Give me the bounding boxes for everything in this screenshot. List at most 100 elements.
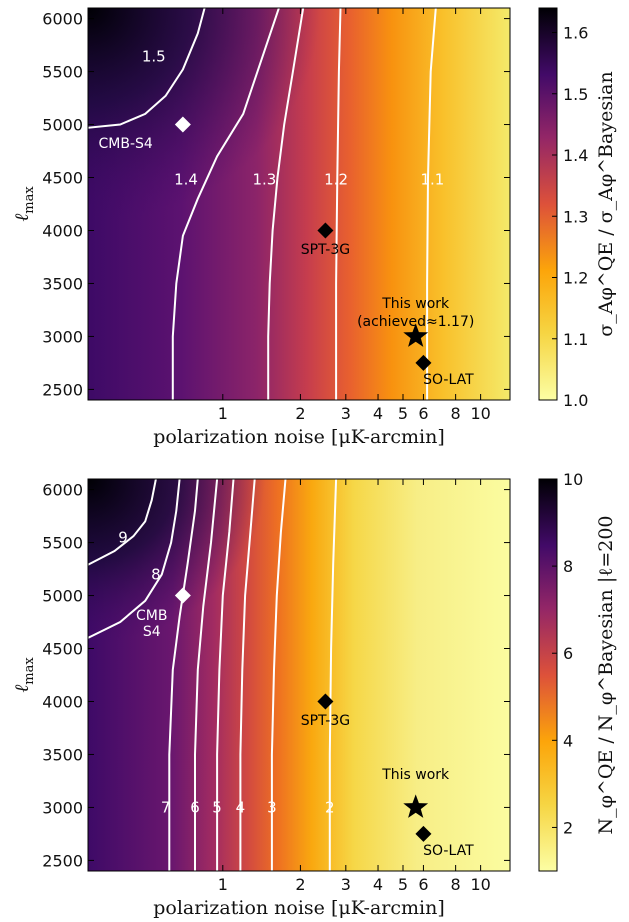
marker-label: SO-LAT bbox=[423, 372, 474, 388]
y-tick-label: 3500 bbox=[42, 274, 83, 293]
colorbar-ticks: 1.0 1.1 1.2 1.3 1.4 1.5 1.6 bbox=[552, 24, 588, 410]
colorbar-tick-label: 1.1 bbox=[563, 330, 588, 349]
x-tick-label: 5 bbox=[398, 404, 408, 423]
colorbar-label: σ_Aφ^QE / σ_Aφ^Bayesian bbox=[595, 71, 617, 336]
contour-label: 1.1 bbox=[420, 171, 444, 189]
heatmap-dark-region bbox=[88, 8, 510, 400]
contour-line bbox=[216, 479, 235, 871]
y-axis-label: ℓmax bbox=[11, 657, 37, 693]
marker-diamond bbox=[174, 587, 191, 604]
y-tick-label: 4500 bbox=[42, 169, 83, 188]
y-tick-label: 6000 bbox=[42, 481, 83, 500]
annotation: (achieved≈1.17) bbox=[357, 314, 474, 330]
y-tick-label: 4000 bbox=[42, 692, 83, 711]
y-axis-label: ℓmax bbox=[11, 186, 37, 222]
x-tick-label: 10 bbox=[470, 404, 490, 423]
x-tick-label: 4 bbox=[373, 875, 383, 894]
x-tick-label: 8 bbox=[451, 875, 461, 894]
y-axis-label-sub: max bbox=[22, 186, 37, 214]
marker-label: This work bbox=[381, 767, 450, 783]
x-tick-label: 2 bbox=[295, 875, 305, 894]
y-axis-label-main: ℓ bbox=[11, 685, 33, 693]
colorbar-tick-label: 4 bbox=[563, 731, 573, 750]
marker-label: CMB bbox=[136, 608, 167, 624]
contour-line bbox=[239, 479, 256, 871]
contour-line bbox=[267, 8, 305, 400]
colorbar-tick-label: 1.0 bbox=[563, 391, 588, 410]
colorbar: 2 4 6 8 10 N_φ^QE / N_φ^Bayesian |ℓ=200 bbox=[538, 470, 617, 872]
contour-line bbox=[88, 8, 206, 129]
y-tick-label: 3500 bbox=[42, 745, 83, 764]
y-tick-label: 2500 bbox=[42, 851, 83, 870]
y-axis-label-sub: max bbox=[22, 657, 37, 685]
x-tick-label: 5 bbox=[398, 875, 408, 894]
y-tick-label: 3000 bbox=[42, 327, 83, 346]
colorbar-gradient bbox=[538, 478, 558, 872]
marker-label: SPT-3G bbox=[301, 242, 350, 258]
x-tick-label: 4 bbox=[373, 404, 383, 423]
contour-line bbox=[335, 8, 342, 400]
marker-star bbox=[403, 323, 429, 347]
colorbar-tick-label: 1.5 bbox=[563, 85, 588, 104]
marker-diamond bbox=[415, 825, 432, 842]
colorbar-tick-label: 1.4 bbox=[563, 146, 588, 165]
contour-label: 2 bbox=[325, 798, 335, 816]
plot-frame bbox=[87, 7, 511, 401]
contour-line bbox=[171, 8, 280, 400]
colorbar-tick-label: 1.6 bbox=[563, 24, 588, 43]
contour-line bbox=[88, 479, 157, 566]
x-tick-label: 1 bbox=[218, 404, 228, 423]
x-axis-label: polarization noise [μK-arcmin] bbox=[153, 426, 445, 448]
contour-line bbox=[328, 479, 338, 871]
marker-diamond bbox=[174, 116, 191, 133]
y-tick-label: 5000 bbox=[42, 116, 83, 135]
contour-line bbox=[194, 479, 219, 871]
colorbar-ticks: 2 4 6 8 10 bbox=[552, 470, 583, 837]
contour-labels: 9 8 7 6 5 4 3 2 bbox=[118, 528, 334, 816]
colorbar-tick-label: 2 bbox=[563, 818, 573, 837]
marker-label: SPT-3G bbox=[301, 713, 350, 729]
marker-diamond bbox=[317, 222, 334, 239]
marker-diamond bbox=[317, 693, 334, 710]
y-tick-label: 5500 bbox=[42, 63, 83, 82]
colorbar-tick-label: 1.3 bbox=[563, 207, 588, 226]
colorbar: 1.0 1.1 1.2 1.3 1.4 1.5 1.6 σ_Aφ^QE / σ_Aφ^Bay… bbox=[538, 7, 617, 410]
y-axis-ticks: 2500 3000 3500 4000 4500 5000 5500 6000 bbox=[42, 10, 510, 399]
y-tick-label: 5000 bbox=[42, 587, 83, 606]
contour-line bbox=[88, 479, 181, 639]
colorbar-tick-label: 10 bbox=[563, 470, 583, 489]
marker-label: SO-LAT bbox=[423, 843, 474, 859]
x-tick-label: 8 bbox=[451, 404, 461, 423]
marker-label: S4 bbox=[143, 624, 161, 640]
contour-label: 1.5 bbox=[142, 48, 166, 66]
contour-label: 6 bbox=[190, 798, 200, 816]
x-axis-label: polarization noise [μK-arcmin] bbox=[153, 897, 445, 919]
marker-star bbox=[403, 794, 429, 818]
colorbar-gradient bbox=[538, 7, 558, 401]
contour-label: 1.4 bbox=[174, 171, 198, 189]
contour-label: 7 bbox=[161, 798, 171, 816]
marker-label: CMB-S4 bbox=[99, 136, 153, 152]
x-axis-ticks: 1 2 3 4 5 6 8 10 bbox=[218, 8, 491, 423]
contour-label: 4 bbox=[236, 798, 246, 816]
x-tick-label: 1 bbox=[218, 875, 228, 894]
y-axis-label-main: ℓ bbox=[11, 214, 33, 222]
contour-line bbox=[270, 479, 287, 871]
colorbar-tick-label: 8 bbox=[563, 557, 573, 576]
contour-label: 8 bbox=[151, 565, 161, 583]
contour-label: 3 bbox=[267, 798, 277, 816]
y-tick-label: 5500 bbox=[42, 534, 83, 553]
contour-line bbox=[426, 8, 437, 400]
x-tick-label: 6 bbox=[418, 404, 428, 423]
colorbar-label: N_φ^QE / N_φ^Bayesian |ℓ=200 bbox=[595, 515, 617, 834]
y-tick-label: 2500 bbox=[42, 380, 83, 399]
x-tick-label: 10 bbox=[470, 875, 490, 894]
colorbar-tick-label: 1.2 bbox=[563, 269, 588, 288]
plot-frame bbox=[87, 478, 511, 872]
panel-top: 1.5 1.4 1.3 1.2 1.1 CMB-S4 SPT-3G SO-LAT This w… bbox=[11, 7, 617, 448]
x-tick-label: 3 bbox=[341, 875, 351, 894]
contour-label: 1.3 bbox=[252, 171, 276, 189]
y-tick-label: 4000 bbox=[42, 221, 83, 240]
contour-label: 9 bbox=[118, 528, 128, 546]
